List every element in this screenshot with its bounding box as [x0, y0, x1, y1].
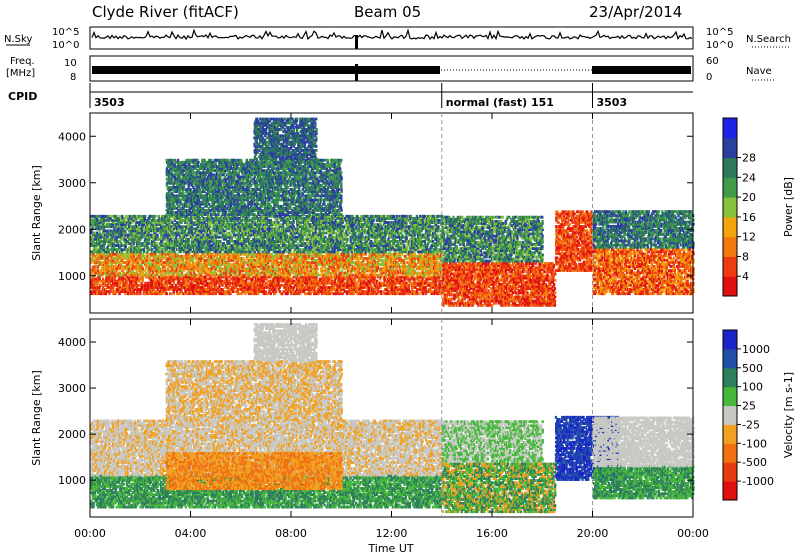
data-cell [270, 292, 272, 295]
freq-panel [90, 56, 693, 81]
nsky-tick-high: 10^5 [52, 27, 79, 38]
nave-tick-high: 60 [706, 56, 719, 67]
cpid-segment-label: normal (fast) 151 [446, 96, 554, 109]
data-cell [224, 290, 226, 293]
data-cell [306, 292, 308, 295]
beam-label: Beam 05 [354, 3, 421, 21]
freq-label-2: [MHz] [6, 68, 35, 79]
freq-label-1: Freq. [10, 56, 35, 67]
nsky-gap-mark [355, 35, 358, 49]
nsearch-label: N.Search [746, 34, 791, 45]
data-cell [265, 290, 267, 293]
data-cell [275, 290, 277, 293]
nsky-trace [92, 30, 692, 39]
date-label: 23/Apr/2014 [589, 3, 682, 21]
nsky-tick-low: 10^0 [52, 40, 79, 51]
data-cell [123, 282, 125, 285]
nsearch-tick-low: 10^0 [706, 40, 733, 51]
nave-label: Nave [746, 66, 772, 77]
freq-tick-high: 10 [64, 58, 77, 69]
nsearch-tick-high: 10^5 [706, 27, 733, 38]
cpid-label: CPID [8, 90, 37, 103]
freq-gap-mark [355, 64, 358, 81]
freq-band-1 [92, 66, 440, 74]
freq-band-2 [592, 66, 691, 74]
freq-tick-low: 8 [70, 72, 76, 83]
cpid-row: 3503 normal (fast) 151 3503 [90, 83, 693, 109]
cpid-segment-label: 3503 [94, 96, 125, 109]
data-cell [166, 292, 168, 295]
radar-figure: Clyde River (fitACF) Beam 05 23/Apr/2014… [0, 0, 800, 554]
data-cell [170, 292, 172, 295]
nave-tick-low: 0 [706, 72, 712, 83]
station-title: Clyde River (fitACF) [92, 3, 239, 21]
nsky-panel [90, 27, 693, 49]
cpid-segment-label: 3503 [597, 96, 628, 109]
data-cell [280, 284, 282, 287]
data-cell [136, 284, 138, 287]
nsky-label: N.Sky [4, 34, 32, 45]
